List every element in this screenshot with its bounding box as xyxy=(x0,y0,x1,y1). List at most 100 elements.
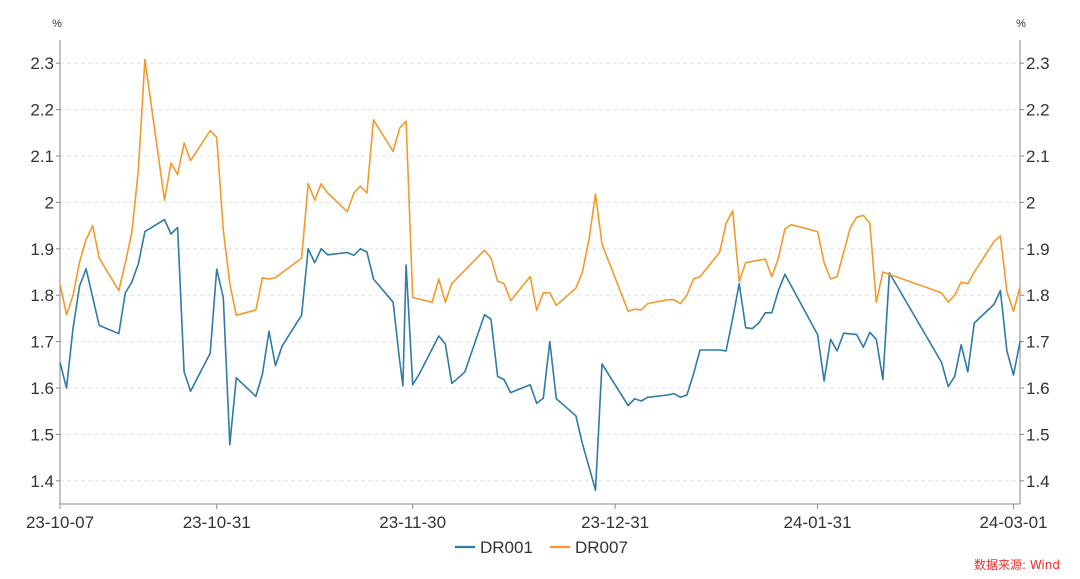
right-y-tick-label: 2 xyxy=(1026,193,1035,212)
data-point xyxy=(575,415,577,417)
data-point xyxy=(85,238,87,241)
data-point xyxy=(59,361,61,364)
data-point xyxy=(392,150,394,152)
data-point xyxy=(758,322,760,324)
data-point xyxy=(359,248,361,250)
source-note: 数据来源: Wind xyxy=(973,558,1060,572)
data-point xyxy=(444,301,446,303)
right-y-tick-label: 1.4 xyxy=(1026,472,1050,491)
data-point xyxy=(993,241,995,243)
data-point xyxy=(954,294,956,296)
data-point xyxy=(725,350,727,352)
data-point xyxy=(777,257,780,259)
data-point xyxy=(503,283,505,285)
data-point xyxy=(862,346,864,348)
series-line-dr001 xyxy=(59,218,1021,491)
data-point xyxy=(281,345,283,347)
data-point xyxy=(960,344,962,346)
left-y-tick-label: 1.7 xyxy=(30,333,54,352)
data-point xyxy=(542,397,544,399)
data-point xyxy=(817,231,819,233)
data-point xyxy=(451,283,453,285)
data-point xyxy=(594,193,597,195)
data-point xyxy=(274,365,277,367)
data-point xyxy=(510,392,512,394)
x-tick-label: 23-10-07 xyxy=(26,513,94,532)
data-point xyxy=(124,262,126,264)
data-point xyxy=(346,251,348,254)
data-point xyxy=(438,335,440,337)
data-point xyxy=(686,394,688,396)
data-point xyxy=(229,444,231,446)
data-point xyxy=(673,393,675,395)
data-point xyxy=(438,278,440,280)
data-point xyxy=(647,396,649,398)
data-point xyxy=(745,327,747,329)
data-point xyxy=(137,169,139,171)
data-point xyxy=(719,251,721,254)
data-point xyxy=(510,300,512,302)
data-point xyxy=(549,292,551,294)
data-point xyxy=(1012,374,1015,376)
data-point xyxy=(190,390,192,392)
data-point xyxy=(529,276,531,278)
data-point xyxy=(497,375,499,377)
right-y-tick-label: 2.1 xyxy=(1026,147,1050,166)
data-point xyxy=(686,294,688,296)
right-y-tick-label: 1.5 xyxy=(1026,425,1050,444)
data-point xyxy=(65,314,68,316)
data-point xyxy=(497,280,499,282)
data-point xyxy=(229,283,231,285)
data-point xyxy=(399,127,401,129)
legend-label: DR007 xyxy=(575,538,628,557)
legend-item-dr007: DR007 xyxy=(550,538,628,557)
data-point xyxy=(235,377,237,379)
data-point xyxy=(301,257,303,259)
data-point xyxy=(725,222,727,224)
right-y-axis: % 1.4 1.5 1.6 1.7 1.8 1.9 2 2.1 2.2 2.3 xyxy=(1016,18,1050,504)
data-point xyxy=(274,277,277,279)
x-tick-label: 23-10-31 xyxy=(183,513,251,532)
data-point xyxy=(183,142,185,144)
right-y-tick-label: 2.3 xyxy=(1026,54,1050,73)
gridlines xyxy=(60,62,1020,482)
data-point xyxy=(692,278,695,280)
data-point xyxy=(836,350,838,352)
data-point xyxy=(875,301,877,303)
data-point xyxy=(849,227,851,229)
left-y-tick-label: 1.8 xyxy=(30,286,54,305)
data-point xyxy=(268,330,270,332)
right-y-tick-label: 1.8 xyxy=(1026,286,1050,305)
data-point xyxy=(634,308,636,310)
series-dr007 xyxy=(59,58,1021,316)
data-point xyxy=(490,318,492,320)
data-point xyxy=(588,238,590,241)
data-point xyxy=(993,303,995,306)
data-point xyxy=(627,310,629,312)
x-tick-label: 23-11-30 xyxy=(379,513,446,532)
data-point xyxy=(823,262,825,264)
data-point xyxy=(601,363,603,365)
data-point xyxy=(144,58,146,61)
data-point xyxy=(836,276,838,278)
data-point xyxy=(647,303,649,305)
data-point xyxy=(255,395,257,397)
data-point xyxy=(451,382,453,384)
data-point xyxy=(666,394,668,396)
data-point xyxy=(483,314,486,316)
data-point xyxy=(163,199,166,201)
data-point xyxy=(320,248,322,250)
left-y-tick-label: 2.3 xyxy=(30,54,54,73)
data-point xyxy=(627,405,629,407)
data-point xyxy=(405,264,407,266)
left-y-axis: % 1.4 1.5 1.6 1.7 1.8 1.9 2 2.1 2.2 2.3 xyxy=(30,18,62,504)
data-point xyxy=(954,375,956,377)
data-point xyxy=(999,235,1002,237)
data-point xyxy=(483,249,486,251)
data-point xyxy=(640,400,642,402)
data-point xyxy=(967,371,969,373)
left-y-tick-label: 2.1 xyxy=(30,147,54,166)
left-y-tick-label: 2.2 xyxy=(30,101,54,120)
data-point xyxy=(719,349,721,351)
